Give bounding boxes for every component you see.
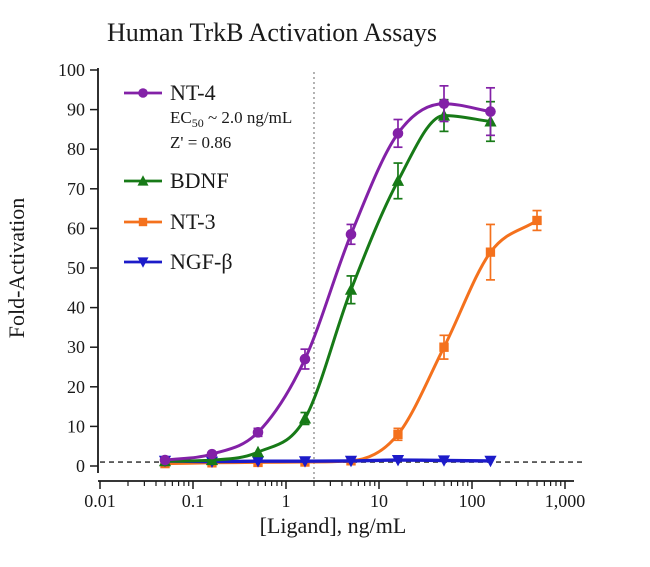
- legend-marker-nt4: [138, 88, 148, 98]
- data-point-nt4: [206, 448, 218, 460]
- annotation-zprime: Z' = 0.86: [170, 133, 231, 152]
- data-point-nt3: [532, 215, 542, 226]
- data-point-nt4: [252, 427, 264, 438]
- legend: NT-4 BDNF NT-3 NGF-β EC50 ~ 2.0 ng/mL Z' = 0.…: [124, 80, 292, 274]
- axes: 0 10 20 30 40 50 60 70 80 90 100 0.01 0.1 1 10 100 1,000: [58, 60, 585, 511]
- y-tick-label: 70: [67, 179, 85, 199]
- data-point-ngfb: [298, 456, 312, 468]
- data-point-ngfb: [484, 455, 497, 468]
- data-point-ngfb: [391, 455, 405, 467]
- data-point-nt4: [159, 454, 171, 466]
- series-curve-nt4: [163, 102, 492, 462]
- data-point-nt3: [393, 429, 403, 439]
- y-tick-label: 60: [67, 218, 85, 238]
- annotation-ec50: EC50 ~ 2.0 ng/mL: [170, 108, 292, 130]
- y-tick-label: 30: [67, 337, 85, 357]
- x-tick-label: 0.1: [182, 491, 205, 511]
- data-point-nt4: [485, 106, 496, 117]
- data-point-nt3: [485, 247, 496, 257]
- y-axis-label: Fold-Activation: [4, 198, 29, 339]
- series-curve-bdnf: [163, 113, 492, 463]
- legend-item-nt4: NT-4: [124, 80, 216, 105]
- x-tick-label: 1,000: [545, 491, 586, 511]
- y-tick-label: 100: [58, 60, 85, 80]
- y-tick-label: 0: [76, 456, 85, 476]
- data-point-ngfb: [344, 455, 358, 468]
- y-tick-label: 20: [67, 377, 85, 397]
- data-point-nt4: [438, 98, 450, 109]
- x-axis-label: [Ligand], ng/mL: [260, 513, 407, 538]
- series-bdnf: [158, 98, 497, 467]
- legend-marker-bdnf: [137, 175, 149, 186]
- data-point-nt4: [392, 128, 404, 139]
- plot-area: [100, 72, 585, 480]
- y-tick-label: 50: [67, 258, 85, 278]
- y-tick-label: 80: [67, 139, 85, 159]
- legend-label-nt4: NT-4: [170, 80, 216, 105]
- data-point-nt3: [439, 342, 449, 352]
- legend-label-ngfb: NGF-β: [170, 249, 233, 274]
- legend-marker-nt3: [138, 217, 148, 227]
- legend-label-bdnf: BDNF: [170, 168, 229, 193]
- data-point-ngfb: [251, 456, 265, 468]
- x-tick-label: 0.01: [84, 491, 116, 511]
- legend-marker-ngfb: [137, 257, 149, 268]
- y-tick-label: 40: [67, 298, 85, 318]
- data-point-bdnf: [344, 283, 358, 295]
- data-point-nt4: [345, 229, 357, 240]
- data-point-bdnf: [251, 445, 265, 458]
- y-tick-label: 90: [67, 100, 85, 120]
- data-point-bdnf: [298, 412, 312, 424]
- x-tick-label: 100: [459, 491, 486, 511]
- data-point-ngfb: [437, 455, 451, 467]
- data-point-bdnf: [391, 174, 405, 186]
- series-nt4: [159, 84, 496, 466]
- legend-item-ngfb: NGF-β: [124, 249, 233, 274]
- x-tick-label: 10: [370, 491, 388, 511]
- legend-label-nt3: NT-3: [170, 209, 216, 234]
- x-tick-label: 1: [282, 491, 291, 511]
- legend-item-bdnf: BDNF: [124, 168, 229, 193]
- y-tick-label: 10: [67, 416, 85, 436]
- chart-title: Human TrkB Activation Assays: [107, 18, 437, 47]
- data-point-nt4: [299, 353, 311, 365]
- legend-item-nt3: NT-3: [124, 209, 216, 234]
